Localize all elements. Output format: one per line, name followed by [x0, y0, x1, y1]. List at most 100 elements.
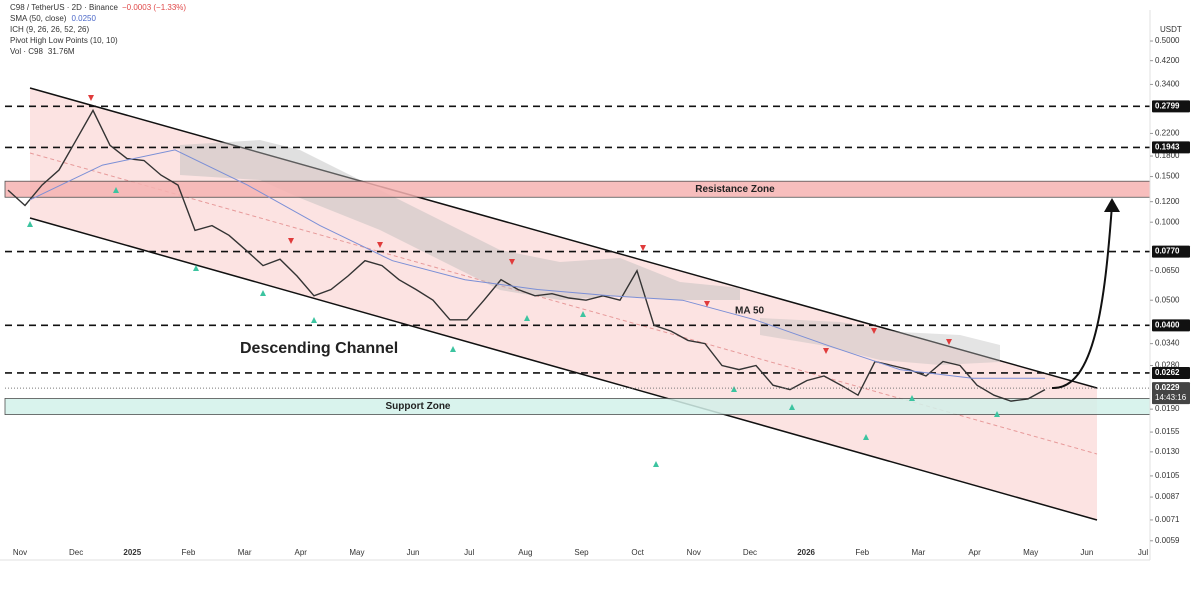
x-tick-label: Dec [743, 548, 757, 557]
level-box [1152, 319, 1190, 332]
last-price-box [1152, 382, 1190, 405]
x-tick-label: Mar [238, 548, 252, 557]
pivot-high [946, 339, 952, 345]
x-tick-label: Mar [912, 548, 926, 557]
x-tick-label: 2025 [123, 548, 141, 557]
pivot-high [640, 245, 646, 251]
pivot-high [377, 242, 383, 248]
x-tick-label: Feb [855, 548, 869, 557]
y-tick-label: 0.0340 [1155, 339, 1180, 348]
y-tick-label: 0.2200 [1155, 129, 1180, 138]
zone [4, 398, 1151, 415]
y-tick-label: 0.1800 [1155, 151, 1180, 160]
pivot-low [311, 317, 317, 323]
pivot-low [580, 311, 586, 317]
countdown: 14:43:16 [1155, 393, 1187, 402]
x-tick-label: Jun [407, 548, 420, 557]
legend-indicator: ICH (9, 26, 26, 52, 26) [10, 25, 89, 34]
y-tick-label: 0.0071 [1155, 515, 1180, 524]
legend-change: −0.0003 (−1.33%) [122, 3, 186, 12]
level-label: 0.0262 [1155, 368, 1180, 377]
x-tick-label: Jul [1138, 548, 1148, 557]
x-tick-label: Feb [182, 548, 196, 557]
y-tick-label: 0.5000 [1155, 36, 1180, 45]
x-tick-label: Oct [631, 548, 644, 557]
x-tick-label: 2026 [797, 548, 815, 557]
arrow-head [1104, 198, 1120, 212]
pivot-low [193, 265, 199, 271]
x-tick-label: May [349, 548, 364, 557]
y-tick-label: 0.3400 [1155, 80, 1180, 89]
y-tick-label: 0.1200 [1155, 197, 1180, 206]
series-label: MA 50 [735, 306, 765, 317]
pivot-high [823, 348, 829, 354]
pivot-high [704, 301, 710, 307]
level-box [1152, 100, 1190, 113]
level-box [1152, 141, 1190, 154]
legend-indicator: Vol · C98 [10, 47, 43, 56]
level-label: 0.0400 [1155, 320, 1180, 329]
y-tick-label: 0.0130 [1155, 447, 1180, 456]
pivot-low [731, 386, 737, 392]
x-tick-label: Dec [69, 548, 83, 557]
pivot-low [863, 434, 869, 440]
y-tick-label: 0.0087 [1155, 492, 1180, 501]
plot-area [4, 95, 1151, 467]
ma-line [29, 149, 1045, 379]
zone-label: Support Zone [386, 401, 451, 412]
y-tick-label: 0.0650 [1155, 266, 1180, 275]
pivot-low [113, 187, 119, 193]
x-tick-label: Apr [295, 548, 308, 557]
y-tick-label: 0.4200 [1155, 56, 1180, 65]
price-line [7, 108, 1046, 402]
y-tick-label: 0.1500 [1155, 172, 1180, 181]
legend-indicator: Pivot High Low Points (10, 10) [10, 36, 118, 45]
level-label: 0.2799 [1155, 101, 1180, 110]
pivot-high [288, 238, 294, 244]
target-arrow [1051, 204, 1113, 390]
y-tick-label: 0.0500 [1155, 295, 1180, 304]
y-tick-label: 0.1000 [1155, 217, 1180, 226]
channel-lower [29, 217, 1098, 521]
ichimoku-cloud [180, 140, 740, 300]
y-tick-label: 0.0059 [1155, 536, 1180, 545]
zone-label: Resistance Zone [695, 184, 775, 195]
y-tick-label: 0.0280 [1155, 361, 1180, 370]
x-tick-label: Jul [464, 548, 474, 557]
legend-title: C98 / TetherUS · 2D · Binance [10, 3, 118, 12]
pivot-low [524, 315, 530, 321]
currency: USDT [1160, 25, 1182, 34]
y-tick-label: 0.0190 [1155, 404, 1180, 413]
x-tick-label: May [1023, 548, 1038, 557]
x-tick-label: Jun [1080, 548, 1093, 557]
pivot-low [909, 395, 915, 401]
y-tick-label: 0.0105 [1155, 471, 1180, 480]
level-label: 0.1943 [1155, 143, 1180, 152]
level-box [1152, 366, 1190, 379]
last-price-label: 0.0229 [1155, 383, 1180, 392]
x-tick-label: Nov [687, 548, 701, 557]
pivot-high [871, 328, 877, 334]
x-tick-label: Nov [13, 548, 27, 557]
x-tick-label: Aug [518, 548, 532, 557]
pivot-low [994, 411, 1000, 417]
pivot-high [88, 95, 94, 101]
ichimoku-cloud [760, 318, 1000, 365]
pivot-low [450, 346, 456, 352]
pivot-low [789, 404, 795, 410]
annotation: Descending Channel [240, 340, 398, 357]
level-box [1152, 245, 1190, 258]
y-tick-label: 0.0155 [1155, 427, 1180, 436]
pivot-high [509, 259, 515, 265]
pivot-low [260, 290, 266, 296]
pivot-low [653, 461, 659, 467]
x-tick-label: Apr [968, 548, 981, 557]
channel-mid [29, 152, 1098, 455]
x-tick-label: Sep [574, 548, 589, 557]
level-label: 0.0770 [1155, 247, 1180, 256]
legend-value: 0.0250 [71, 14, 96, 23]
legend-value: 31.76M [48, 47, 75, 56]
legend-indicator: SMA (50, close) [10, 14, 67, 23]
pivot-low [27, 221, 33, 227]
